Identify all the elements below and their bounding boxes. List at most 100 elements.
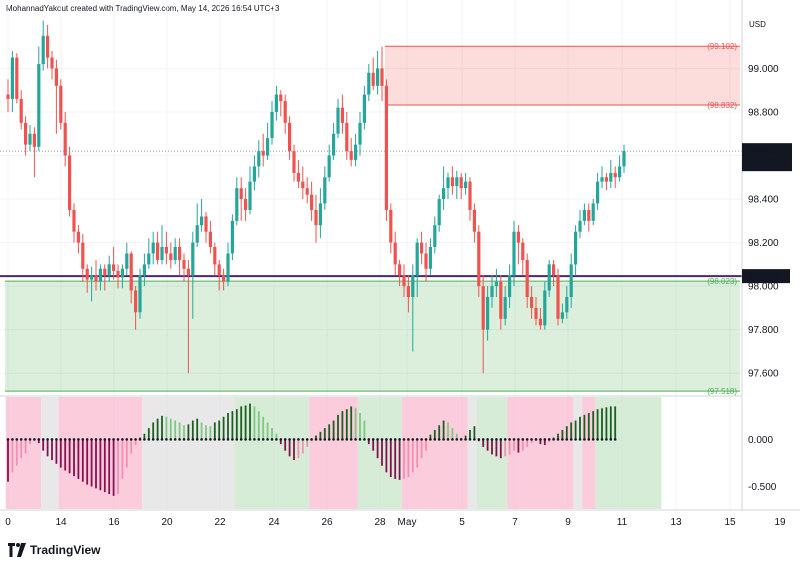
zero-dot (332, 438, 335, 441)
zero-dot (90, 438, 93, 441)
zero-dot (59, 438, 63, 441)
zero-dot (283, 438, 287, 441)
x-tick-label: 20 (161, 517, 173, 528)
candle-body (19, 98, 23, 123)
candle-body (252, 166, 256, 182)
zero-dot (239, 438, 243, 441)
zero-dot (248, 438, 252, 441)
zero-dot (72, 438, 76, 441)
candle-body (468, 181, 472, 210)
regime-band (507, 397, 574, 509)
x-tick-label: 11 (617, 517, 628, 528)
candle-body (428, 246, 432, 269)
x-tick-label: 22 (214, 517, 226, 528)
candle-body (543, 290, 547, 326)
candle-body (450, 177, 454, 186)
candle-body (222, 275, 226, 282)
zero-dot (68, 438, 71, 441)
zero-dot (411, 438, 415, 441)
candle-body (81, 242, 85, 269)
zero-dot (41, 438, 45, 441)
regime-band (595, 397, 662, 509)
candle-body (494, 281, 498, 287)
candle-body (98, 268, 102, 282)
candle-body (186, 268, 190, 276)
candle-body (437, 199, 441, 226)
zero-dot (253, 438, 256, 441)
candle-body (107, 264, 111, 276)
y-tick-label: 98.400 (748, 195, 779, 206)
candle-body (530, 297, 534, 308)
zero-dot (173, 438, 177, 441)
zero-dot (459, 438, 463, 441)
candle-body (618, 166, 622, 178)
zero-dot (37, 438, 41, 441)
zero-dot (112, 438, 115, 441)
zero-dot (301, 438, 305, 441)
tradingview-logo[interactable]: TradingView (8, 543, 100, 557)
candle-body (129, 253, 133, 291)
zero-dot (508, 438, 511, 441)
x-tick-label: 9 (565, 517, 571, 528)
zero-dot (11, 438, 14, 441)
zero-dot (543, 438, 547, 441)
candle-body (147, 253, 151, 265)
zero-dot (165, 438, 168, 441)
candle-body (578, 220, 582, 232)
zero-dot (569, 438, 573, 441)
candle-body (587, 209, 591, 221)
candle-body (120, 268, 124, 278)
zero-dot (341, 438, 344, 441)
zero-dot (561, 438, 564, 441)
zero-dot (596, 438, 599, 441)
candle-body (76, 231, 80, 243)
candle-body (591, 203, 595, 221)
candle-body (552, 264, 556, 276)
zero-dot (371, 438, 375, 441)
candle-body (384, 85, 388, 210)
candle-body (103, 268, 107, 276)
candle-body (332, 133, 336, 156)
zero-dot (121, 438, 124, 441)
candle-body (195, 225, 199, 243)
zero-dot (393, 438, 397, 441)
zero-dot (486, 438, 489, 441)
candle-body (336, 107, 340, 134)
zero-dot (6, 438, 10, 441)
regime-band (401, 397, 468, 509)
x-tick-label: 5 (459, 517, 465, 528)
candle-body (604, 177, 608, 182)
zero-dot (464, 438, 467, 441)
zero-dot (323, 438, 327, 441)
candle-body (459, 177, 463, 189)
zero-dot (385, 438, 388, 441)
zero-dot (336, 438, 340, 441)
candle-body (213, 246, 217, 265)
price-zones: (99.102) (98.832) (98.023) (97.518) (0, 42, 742, 396)
hline-price-badge (742, 269, 790, 284)
candle-body (565, 297, 569, 313)
candle-body (380, 68, 384, 86)
zero-dot (468, 438, 472, 441)
candle-body (367, 72, 371, 95)
zero-dot (473, 438, 476, 441)
zero-dot (147, 438, 151, 441)
candle-body (296, 172, 300, 182)
osc-y-tick-label: 0.000 (748, 435, 773, 446)
zero-dot (539, 438, 542, 441)
zero-dot (103, 438, 107, 441)
osc-y-tick-label: -0.500 (748, 482, 777, 493)
x-tick-label: 24 (268, 517, 280, 528)
candle-body (239, 188, 243, 200)
zero-dot (107, 438, 111, 441)
candle-body (200, 216, 204, 226)
zero-dot (429, 438, 432, 441)
candle-body (477, 231, 481, 287)
zero-dot (358, 438, 362, 441)
candle-body (173, 246, 177, 261)
zone-supply (385, 46, 740, 106)
candle-body (600, 177, 604, 182)
zero-dot (85, 438, 89, 441)
candle-body (560, 312, 564, 319)
